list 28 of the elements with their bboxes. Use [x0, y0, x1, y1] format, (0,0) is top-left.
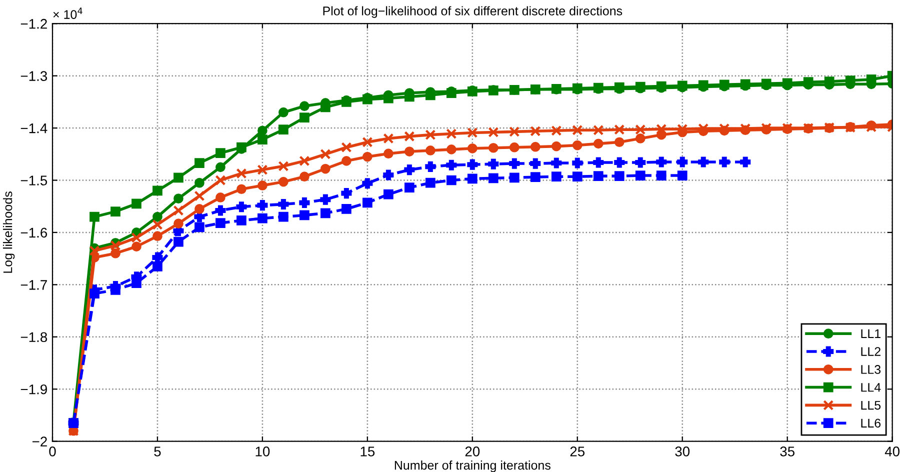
y-tick-label: −1.9 [20, 384, 47, 394]
y-tick-label: −1.6 [20, 228, 48, 238]
y-tick-label: −1.2 [20, 18, 47, 29]
y-tick-label: −1.5 [20, 176, 48, 186]
y-tick-label: −1.3 [20, 71, 48, 81]
legend-label: LL3 [861, 365, 881, 374]
y-tick-label: −1.4 [20, 124, 48, 134]
x-tick-label: 25 [570, 446, 585, 456]
y-tick-label: −2 [32, 436, 47, 446]
y-axis-title: Log likelihoods [3, 192, 15, 273]
x-tick-label: 20 [465, 446, 480, 456]
y-tick-label: −1.8 [20, 332, 48, 342]
x-axis-title: Number of training iterations [394, 460, 550, 472]
text: × 10$^{4}$ [53, 8, 82, 19]
legend-label: LL4 [861, 383, 881, 392]
x-tick-label: 40 [884, 446, 900, 456]
legend-label: LL1 [861, 329, 880, 338]
x-tick-label: 30 [675, 446, 690, 456]
legend-label: LL5 [861, 400, 881, 410]
x-tick-label: 10 [256, 446, 270, 456]
x-tick-label: 0 [49, 446, 56, 456]
legend-label: LL6 [861, 418, 881, 428]
x-tick-label: 35 [780, 446, 794, 456]
x-tick-label: 15 [360, 446, 375, 456]
chart-title: Plot of log−likelihood of six different discrete directions [323, 6, 622, 18]
x-tick-label: 5 [154, 446, 161, 456]
y-tick-label: −1.7 [20, 280, 47, 290]
legend-label: LL2 [861, 347, 880, 356]
